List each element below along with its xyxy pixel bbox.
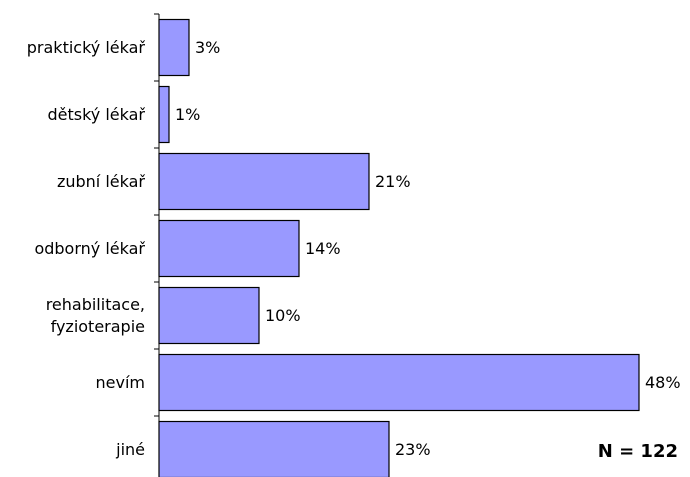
- data-label: 1%: [175, 105, 200, 124]
- category-label: zubní lékař: [56, 171, 145, 191]
- category-label: odborný lékař: [34, 238, 145, 258]
- bar: [158, 152, 370, 211]
- category-label: dětský lékař: [47, 104, 145, 124]
- data-label: 14%: [305, 239, 341, 258]
- category-label: rehabilitace, fyzioterapie: [45, 294, 145, 336]
- data-label: 23%: [395, 440, 431, 459]
- bar: [158, 420, 390, 477]
- data-label: 48%: [645, 373, 681, 392]
- data-label: 10%: [265, 306, 301, 325]
- data-label: 21%: [375, 172, 411, 191]
- annotation: N = 122: [598, 441, 678, 462]
- category-label: nevím: [95, 372, 145, 392]
- bar: [158, 85, 170, 144]
- bar: [158, 286, 260, 345]
- bar: [158, 219, 300, 278]
- bar: [158, 18, 190, 77]
- data-label: 3%: [195, 38, 220, 57]
- category-label: praktický lékař: [26, 37, 145, 57]
- bar: [158, 353, 640, 412]
- category-label: jiné: [116, 439, 145, 459]
